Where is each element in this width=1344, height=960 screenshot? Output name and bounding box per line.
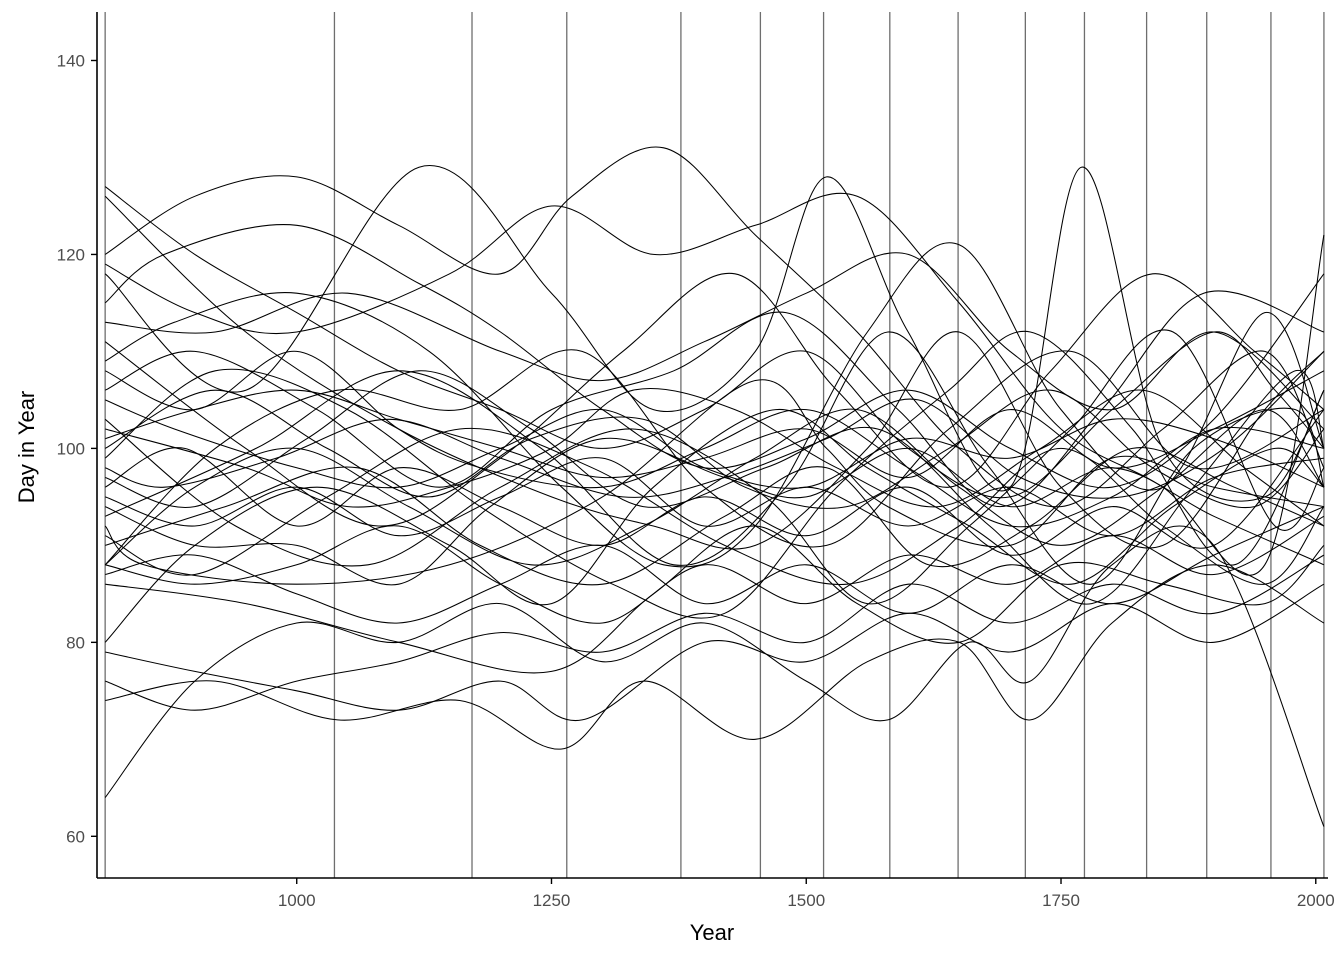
series-line-27: [104, 525, 1325, 827]
series-line-35: [104, 427, 1325, 586]
series-line-30: [104, 290, 1325, 508]
series-line-7: [104, 350, 1324, 528]
axes: [96, 12, 1328, 879]
series-line-8: [104, 399, 1325, 489]
y-tick-label-3: 120: [57, 245, 85, 264]
x-tick-label-1: 1250: [533, 891, 571, 910]
series-line-6: [105, 252, 1325, 430]
series-line-5: [104, 192, 1325, 576]
series-line-32: [104, 330, 1325, 619]
series-line-16: [104, 379, 1324, 585]
series-line-20: [105, 515, 1325, 624]
series-line-19: [104, 349, 1325, 566]
series-line-34: [104, 331, 1325, 585]
x-tick-label-3: 1750: [1042, 891, 1080, 910]
series-line-23: [104, 409, 1325, 643]
series-line-9: [105, 387, 1325, 527]
series-line-3: [104, 146, 1325, 508]
y-tick-label-1: 80: [66, 633, 85, 652]
series-line-1: [104, 195, 1325, 550]
series-line-26: [105, 564, 1325, 750]
series-line-2: [104, 224, 1325, 489]
series-lines: [104, 146, 1325, 827]
y-tick-label-2: 100: [57, 439, 85, 458]
series-line-29: [104, 272, 1325, 527]
x-tick-label-2: 1500: [787, 891, 825, 910]
x-tick-label-4: 2000: [1297, 891, 1335, 910]
series-line-31: [104, 329, 1325, 605]
vertical-reference-lines: [104, 12, 1325, 878]
y-axis-title: Day in Year: [14, 391, 39, 504]
x-axis-title: Year: [690, 920, 734, 945]
series-line-13: [104, 409, 1325, 556]
series-line-22: [105, 525, 1325, 674]
series-line-17: [105, 447, 1325, 586]
series-line-12: [104, 389, 1325, 509]
series-line-15: [104, 437, 1325, 586]
y-tick-label-0: 60: [66, 827, 85, 846]
series-line-24: [105, 583, 1325, 722]
series-line-4: [104, 164, 1325, 502]
series-line-11: [105, 351, 1325, 499]
series-line-28: [104, 242, 1325, 568]
y-tick-label-4: 140: [57, 51, 85, 70]
x-tick-label-0: 1000: [278, 891, 316, 910]
series-line-33: [105, 370, 1325, 605]
series-line-25: [105, 554, 1325, 711]
tick-labels: 1000 1250 1500 1750 2000 60 80 100 120 140: [57, 51, 1335, 910]
